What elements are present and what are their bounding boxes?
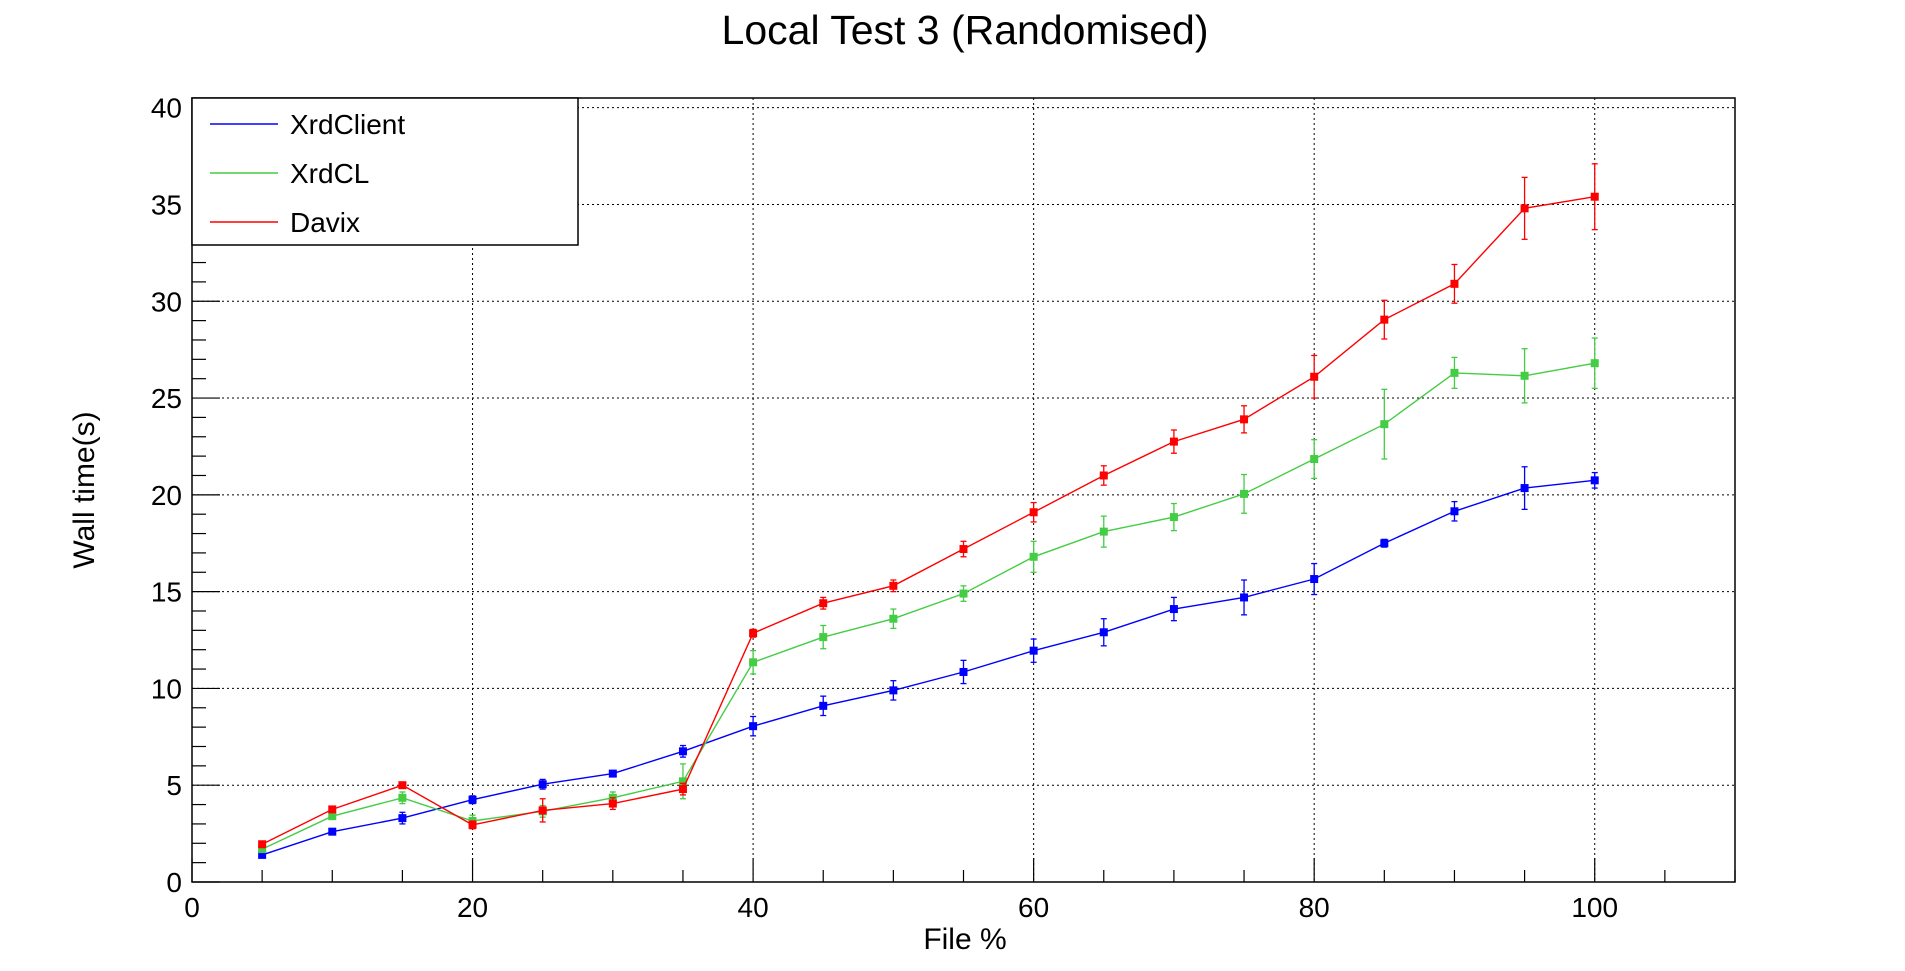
data-point [1520,484,1529,493]
data-point [1380,539,1389,548]
x-tick-label: 40 [738,892,769,923]
y-axis-label: Wall time(s) [68,411,101,568]
y-tick-label: 15 [151,577,182,608]
series-xrdcl [258,337,1599,854]
x-tick-label: 0 [184,892,200,923]
data-point [1310,372,1319,381]
x-tick-label: 20 [457,892,488,923]
chart-title: Local Test 3 (Randomised) [722,7,1209,53]
data-point [1240,415,1249,424]
x-tick-label: 100 [1571,892,1618,923]
data-point [959,667,968,676]
data-point [328,827,337,836]
legend-box [191,97,579,246]
series-line [261,362,1595,850]
data-point [538,806,547,815]
series-line [261,196,1595,845]
x-axis-label: File % [923,923,1006,956]
data-point [1380,420,1389,429]
data-point [819,701,828,710]
legend-label-xrdcl: XrdCL [290,158,369,189]
data-point [1520,204,1529,213]
legend-label-xrdclient: XrdClient [290,109,405,140]
data-point [258,850,267,859]
data-point [1310,455,1319,464]
data-point [819,633,828,642]
data-point [959,589,968,598]
data-point [1590,359,1599,368]
data-point [328,812,337,821]
data-point [1029,646,1038,655]
data-point [678,747,687,756]
series-layer [258,163,1599,859]
data-point [678,785,687,794]
data-point [1099,628,1108,637]
data-point [1169,605,1178,614]
data-point [468,795,477,804]
data-point [1099,527,1108,536]
y-tick-label: 35 [151,189,182,220]
y-tick-label: 10 [151,673,182,704]
y-tick-label: 25 [151,383,182,414]
data-point [1450,368,1459,377]
data-point [1450,507,1459,516]
data-point [398,814,407,823]
y-tick-label: 40 [151,93,182,124]
series-xrdclient [258,466,1599,859]
y-tick-label: 20 [151,480,182,511]
legend: XrdClient XrdCL Davix [191,97,579,246]
data-point [889,614,898,623]
data-point [468,820,477,829]
data-point [889,686,898,695]
data-point [749,629,758,638]
data-point [749,722,758,731]
y-tick-label: 30 [151,286,182,317]
x-tick-label: 60 [1018,892,1049,923]
grid-lines [192,98,1735,882]
x-axis-tick-labels: 0 20 40 60 80 100 [184,892,1618,923]
series-davix [258,163,1599,849]
data-point [959,545,968,554]
y-axis-tick-labels: 0 5 10 15 20 25 30 35 40 [151,93,182,898]
data-point [819,599,828,608]
plot-frame [191,97,1736,883]
data-point [538,780,547,789]
data-point [1380,315,1389,324]
data-point [1240,489,1249,498]
x-tick-label: 80 [1299,892,1330,923]
data-point [258,845,267,854]
data-point [1590,192,1599,201]
data-point [258,840,267,849]
data-point [608,769,617,778]
data-point [678,777,687,786]
data-point [328,805,337,814]
legend-label-davix: Davix [290,207,360,238]
data-point [1029,508,1038,517]
data-point [1520,371,1529,380]
data-point [398,793,407,802]
data-point [1169,437,1178,446]
data-point [608,799,617,808]
data-point [1310,575,1319,584]
data-point [1099,471,1108,480]
data-point [1240,593,1249,602]
data-point [1169,513,1178,522]
y-tick-label: 5 [166,770,182,801]
data-point [1450,279,1459,288]
series-line [261,479,1595,856]
data-point [749,658,758,667]
data-point [398,781,407,790]
data-point [1029,552,1038,561]
axis-ticks [191,107,1736,883]
data-point [889,581,898,590]
y-tick-label: 0 [166,867,182,898]
data-point [1590,476,1599,485]
